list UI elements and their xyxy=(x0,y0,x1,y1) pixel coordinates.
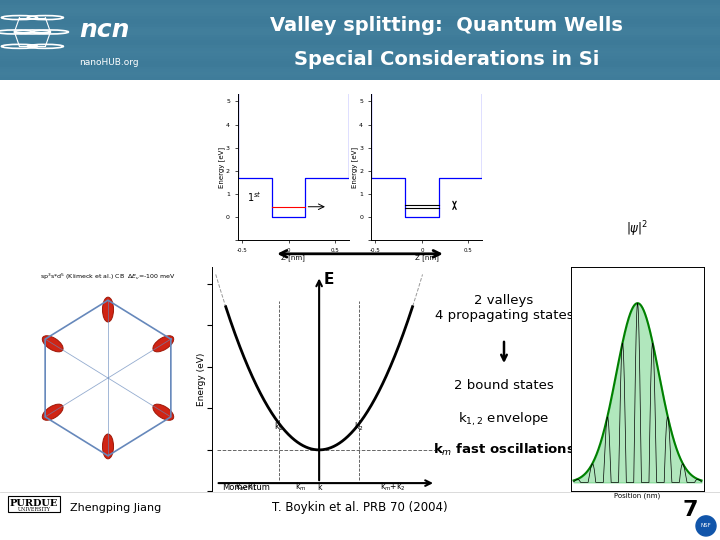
Bar xyxy=(0,77,720,80)
Bar xyxy=(0,16,720,19)
Text: sp$^3$s*d$^5$ (Klimeck et al.) CB  $\Delta E_v$=-100 meV: sp$^3$s*d$^5$ (Klimeck et al.) CB $\Delt… xyxy=(40,272,176,282)
Bar xyxy=(0,48,720,51)
Bar xyxy=(0,40,720,43)
Text: k$_m$+k$_2$: k$_m$+k$_2$ xyxy=(379,481,405,493)
Bar xyxy=(0,43,720,45)
Text: $|\psi|^2$: $|\psi|^2$ xyxy=(626,220,649,239)
Bar xyxy=(0,72,720,75)
Bar xyxy=(0,11,720,14)
Text: 2 bound states: 2 bound states xyxy=(454,379,554,393)
X-axis label: Position (nm): Position (nm) xyxy=(614,493,661,500)
Text: nanoHUB.org: nanoHUB.org xyxy=(79,58,139,67)
Ellipse shape xyxy=(102,297,114,322)
Text: k$_{1,2}$ envelope: k$_{1,2}$ envelope xyxy=(459,411,549,428)
Ellipse shape xyxy=(42,404,63,420)
Text: E: E xyxy=(323,272,333,287)
Bar xyxy=(0,66,720,69)
Bar xyxy=(0,69,720,72)
Bar xyxy=(0,45,720,48)
Bar xyxy=(0,51,720,53)
Y-axis label: Energy (eV): Energy (eV) xyxy=(197,353,206,406)
Bar xyxy=(0,8,720,11)
Bar xyxy=(0,14,720,16)
Bar xyxy=(0,37,720,40)
Bar xyxy=(0,35,720,37)
X-axis label: Z [nm]: Z [nm] xyxy=(415,254,438,261)
Bar xyxy=(0,29,720,32)
Text: Valley splitting:  Quantum Wells: Valley splitting: Quantum Wells xyxy=(270,16,623,35)
Bar xyxy=(0,32,720,35)
Bar xyxy=(0,26,720,29)
Text: k: k xyxy=(317,483,321,492)
Bar xyxy=(0,21,720,24)
Y-axis label: Energy [eV]: Energy [eV] xyxy=(218,147,225,188)
Bar xyxy=(0,53,720,56)
Bar xyxy=(0,3,720,5)
Text: 7: 7 xyxy=(683,500,698,520)
Circle shape xyxy=(696,516,716,536)
Bar xyxy=(0,59,720,61)
Bar xyxy=(0,75,720,77)
Text: k$_2$: k$_2$ xyxy=(354,420,364,433)
X-axis label: Z [nm]: Z [nm] xyxy=(282,254,305,261)
Bar xyxy=(0,56,720,59)
Bar xyxy=(0,61,720,64)
Ellipse shape xyxy=(153,404,174,420)
Text: 2 valleys
4 propagating states: 2 valleys 4 propagating states xyxy=(435,294,573,322)
Text: NSF: NSF xyxy=(701,523,711,529)
Text: UNIVERSITY: UNIVERSITY xyxy=(17,507,50,512)
Ellipse shape xyxy=(153,336,174,352)
Bar xyxy=(0,5,720,8)
Text: 1$^{st}$: 1$^{st}$ xyxy=(247,190,261,204)
Text: k$_m$: k$_m$ xyxy=(295,481,307,493)
Text: k$_1$: k$_1$ xyxy=(274,420,284,433)
Text: k$_m$-k$_1$: k$_m$-k$_1$ xyxy=(235,481,257,493)
Bar xyxy=(0,19,720,21)
Text: T. Boykin et al. PRB 70 (2004): T. Boykin et al. PRB 70 (2004) xyxy=(272,501,448,514)
Text: ncn: ncn xyxy=(79,18,130,42)
Bar xyxy=(0,0,720,3)
Text: PURDUE: PURDUE xyxy=(10,500,58,508)
Text: Zhengping Jiang: Zhengping Jiang xyxy=(70,503,161,513)
Bar xyxy=(8,496,60,512)
Text: Momentum: Momentum xyxy=(222,483,270,492)
Ellipse shape xyxy=(42,336,63,352)
Ellipse shape xyxy=(102,434,114,459)
Text: k$_m$ fast oscillations: k$_m$ fast oscillations xyxy=(433,442,575,458)
Bar xyxy=(0,64,720,66)
Text: Special Considerations in Si: Special Considerations in Si xyxy=(294,50,599,69)
Bar xyxy=(0,24,720,26)
Y-axis label: Energy [eV]: Energy [eV] xyxy=(351,147,358,188)
